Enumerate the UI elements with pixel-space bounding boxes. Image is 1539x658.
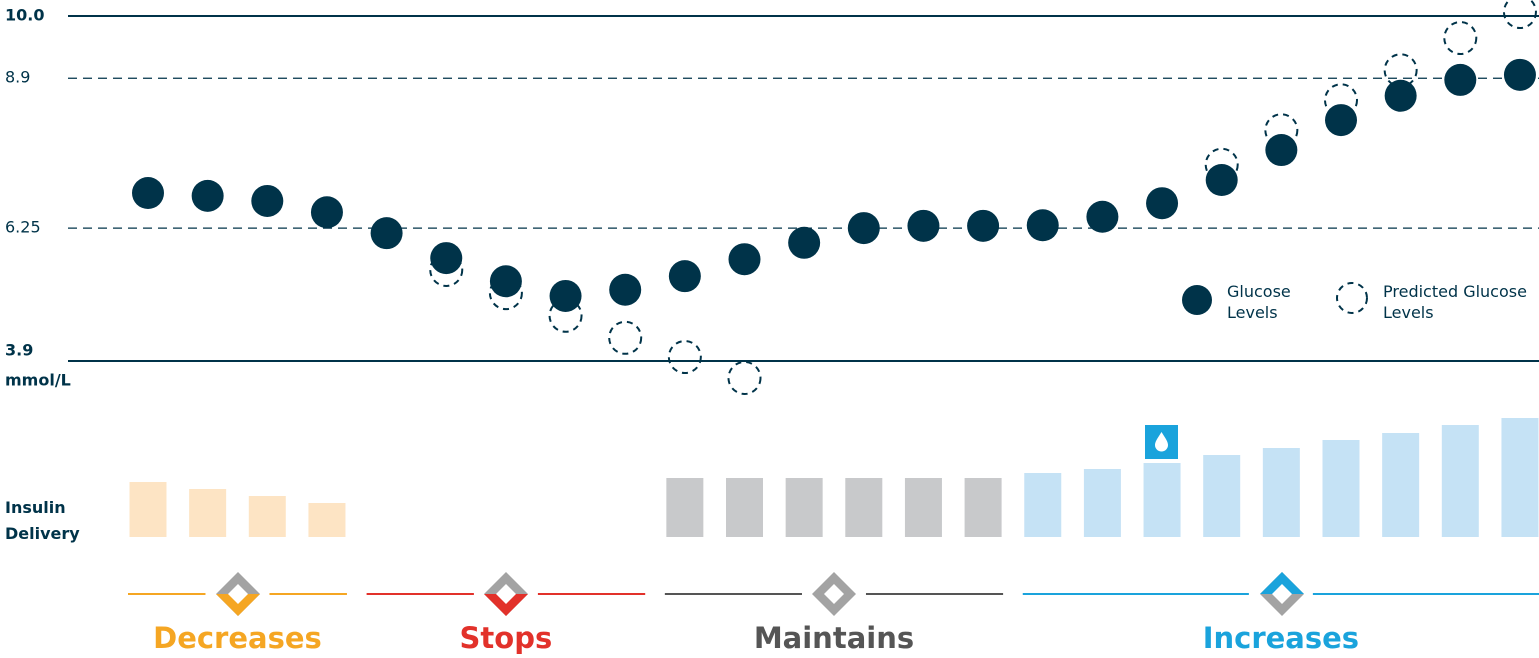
legend-marker <box>1336 282 1368 314</box>
glucose-point <box>1384 79 1417 112</box>
glucose-point <box>728 243 761 276</box>
insulin-bar <box>1024 473 1062 537</box>
predicted-point <box>488 276 523 311</box>
insulin-bar <box>726 478 763 537</box>
phase-label: Decreases <box>153 621 322 655</box>
insulin-bar <box>1441 425 1479 537</box>
predicted-point <box>1502 0 1537 30</box>
glucose-point <box>251 184 284 217</box>
legend-label: Glucose Levels <box>1227 282 1291 322</box>
legend-marker <box>1182 285 1212 315</box>
glucose-point <box>1444 63 1477 96</box>
bolus-icon <box>1145 425 1178 459</box>
glucose-point <box>1265 134 1298 167</box>
plot: 10.0 8.9 6.25 3.9 mmol/L Decreases Stops Mainta… <box>5 0 1539 655</box>
phase-icons <box>216 572 1304 616</box>
insulin-label: Insulin Delivery <box>5 498 80 543</box>
insulin-bar <box>129 482 167 537</box>
glucose-point <box>489 265 522 298</box>
y-tick-label: 8.9 <box>5 68 30 87</box>
diamond <box>496 584 516 604</box>
phase-label: Stops <box>460 621 553 655</box>
diamond <box>216 594 260 616</box>
phase-label: Increases <box>1203 621 1359 655</box>
glucose-point <box>370 217 403 250</box>
predicted-point <box>429 252 464 287</box>
diamond <box>484 594 528 616</box>
glucose-point <box>430 242 463 275</box>
glucose-point <box>1325 104 1357 137</box>
glucose-point <box>967 209 1000 242</box>
diamond <box>1260 572 1304 594</box>
glucose-point <box>609 273 642 306</box>
predicted-point <box>548 298 583 333</box>
insulin-bar <box>785 478 823 537</box>
glucose-point <box>1086 200 1119 233</box>
insulin-bar <box>904 478 942 537</box>
insulin-bar <box>1083 469 1121 537</box>
diamond <box>228 584 248 604</box>
glucose-point <box>668 260 701 293</box>
predicted-point <box>667 340 702 375</box>
insulin-bar <box>1382 433 1420 537</box>
insulin-bar <box>666 478 704 537</box>
predicted-point <box>727 360 762 395</box>
diamond <box>1272 584 1292 604</box>
insulin-bar <box>845 478 883 537</box>
diamond <box>824 584 844 604</box>
predicted-point <box>608 320 643 355</box>
insulin-bar <box>1262 448 1300 537</box>
phase-label: Maintains <box>754 621 914 655</box>
insulin-bar <box>964 478 1002 537</box>
glucose-point <box>132 177 164 210</box>
glucose-point <box>310 196 343 229</box>
glucose-point <box>907 209 940 242</box>
glucose-point <box>788 226 821 259</box>
y-unit: mmol/L <box>5 371 71 390</box>
glucose-point <box>1146 187 1179 220</box>
y-tick-label: 3.9 <box>5 341 33 360</box>
insulin-bar <box>1322 440 1360 537</box>
glucose-point <box>1026 209 1059 242</box>
y-tick-label: 6.25 <box>5 218 41 237</box>
glucose-point <box>1503 58 1536 91</box>
drop <box>1155 432 1168 452</box>
insulin-bar <box>1203 455 1241 537</box>
glucose-point <box>1205 164 1238 197</box>
glucose-point <box>191 179 224 212</box>
insulin-bar <box>308 503 346 537</box>
insulin-bar <box>1143 463 1181 537</box>
predicted-point <box>1443 21 1478 56</box>
glucose-point <box>549 279 582 312</box>
y-tick-label: 10.0 <box>5 6 44 25</box>
insulin-bar <box>189 489 227 537</box>
insulin-bar <box>1501 418 1539 537</box>
glucose-point <box>847 212 880 245</box>
legend-label: Predicted Glucose Levels <box>1383 282 1527 322</box>
insulin-bar <box>248 496 286 537</box>
